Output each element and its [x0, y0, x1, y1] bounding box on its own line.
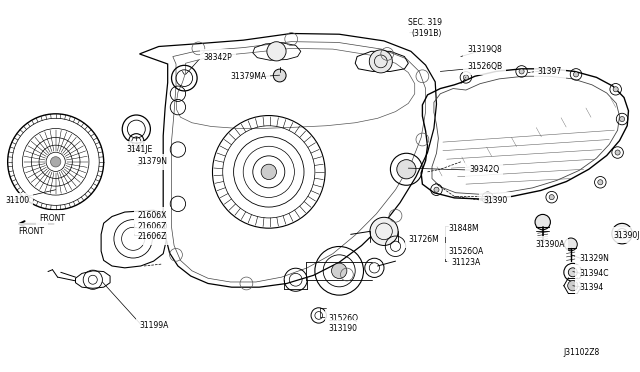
Ellipse shape [434, 187, 439, 192]
Ellipse shape [549, 195, 554, 200]
Text: 31397: 31397 [538, 67, 562, 76]
Ellipse shape [598, 180, 603, 185]
Text: 31526QA: 31526QA [448, 247, 483, 256]
Text: 31379N: 31379N [138, 157, 168, 166]
Text: 31329N: 31329N [579, 254, 609, 263]
Text: 31848M: 31848M [448, 224, 479, 233]
Ellipse shape [568, 268, 577, 277]
Text: 21606X: 21606X [138, 211, 167, 220]
Text: 31526QB: 31526QB [467, 62, 502, 71]
Text: 31390A: 31390A [535, 240, 564, 249]
Ellipse shape [397, 160, 416, 179]
Text: FRONT: FRONT [40, 214, 66, 223]
Text: 31123A: 31123A [451, 258, 481, 267]
Text: 31394C: 31394C [579, 269, 609, 278]
Ellipse shape [620, 116, 625, 122]
Text: 31526Q: 31526Q [328, 314, 358, 323]
Text: 21606Z: 21606Z [138, 222, 167, 231]
Ellipse shape [485, 195, 490, 201]
Text: 31199A: 31199A [140, 321, 169, 330]
Ellipse shape [564, 238, 577, 251]
Ellipse shape [261, 164, 276, 180]
Text: 21606Z: 21606Z [138, 232, 167, 241]
Text: 31100: 31100 [5, 196, 29, 205]
Ellipse shape [273, 69, 286, 82]
Text: J31102Z8: J31102Z8 [563, 348, 600, 357]
Text: 31319Q8: 31319Q8 [467, 45, 502, 54]
Text: 313190: 313190 [328, 324, 357, 333]
Ellipse shape [332, 263, 347, 279]
Ellipse shape [573, 72, 579, 77]
Text: 31726M: 31726M [408, 235, 439, 244]
Text: 31390: 31390 [483, 196, 508, 205]
Ellipse shape [613, 87, 618, 92]
Text: 39342Q: 39342Q [469, 165, 499, 174]
Ellipse shape [463, 75, 468, 80]
Text: FRONT: FRONT [18, 227, 44, 236]
Ellipse shape [612, 223, 632, 244]
Text: SEC. 319: SEC. 319 [408, 18, 442, 27]
Text: 31379MA: 31379MA [230, 72, 266, 81]
Text: 38342P: 38342P [204, 53, 232, 62]
Ellipse shape [370, 217, 398, 246]
Ellipse shape [369, 50, 392, 73]
Text: (3191B): (3191B) [412, 29, 442, 38]
Ellipse shape [519, 69, 524, 74]
Ellipse shape [615, 150, 620, 155]
Text: 31390J: 31390J [613, 231, 639, 240]
Text: 3141JE: 3141JE [127, 145, 153, 154]
Ellipse shape [267, 42, 286, 61]
Ellipse shape [535, 214, 550, 230]
Ellipse shape [51, 157, 61, 167]
Text: 31394: 31394 [579, 283, 604, 292]
Ellipse shape [568, 280, 578, 291]
